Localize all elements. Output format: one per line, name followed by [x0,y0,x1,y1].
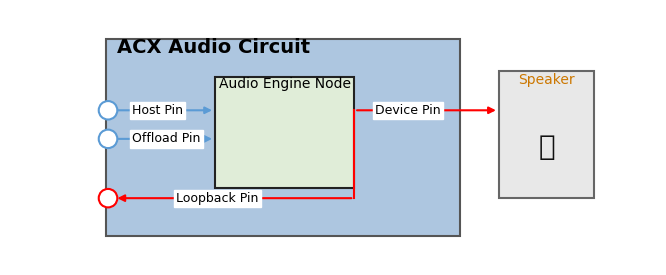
Text: 🔊: 🔊 [538,133,555,161]
Ellipse shape [99,130,117,148]
FancyBboxPatch shape [215,78,354,188]
FancyBboxPatch shape [107,39,460,236]
Text: Device Pin: Device Pin [375,104,440,117]
FancyBboxPatch shape [499,71,594,198]
Text: Host Pin: Host Pin [133,104,183,117]
Text: Loopback Pin: Loopback Pin [176,192,258,205]
Ellipse shape [99,101,117,120]
Text: ACX Audio Circuit: ACX Audio Circuit [117,38,310,57]
Text: Speaker: Speaker [518,73,575,87]
Ellipse shape [99,189,117,207]
Text: Offload Pin: Offload Pin [133,132,200,145]
Text: Audio Engine Node: Audio Engine Node [218,77,350,91]
